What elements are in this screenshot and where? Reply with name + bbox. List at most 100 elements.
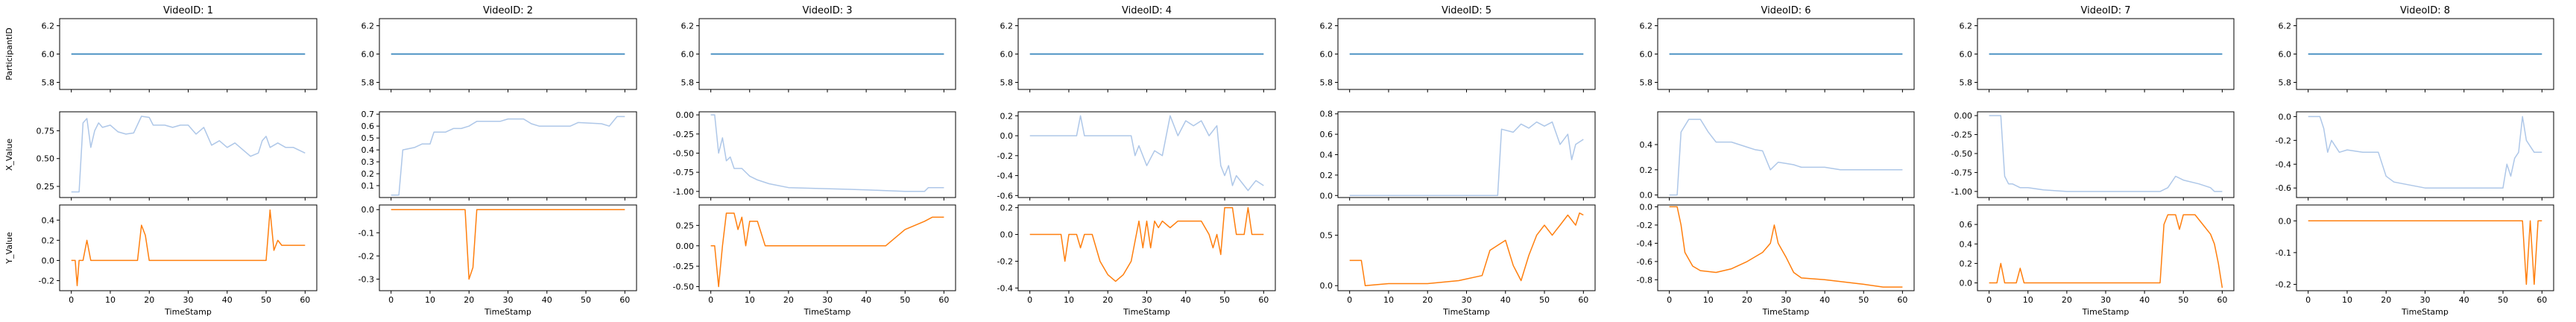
axes-frame [2296,111,2554,198]
y-tick-label: -0.50 [1951,149,1972,159]
x-axis-label: TimeStamp [1123,307,1170,317]
axes-frame [1337,204,1596,291]
y-tick-label: 0.2 [1000,203,1014,213]
x-tick-label: 50 [2498,295,2508,305]
y-tick-label: 0.0 [2279,216,2292,226]
y-tick-label: -0.50 [673,148,694,158]
series-line-x_value [1349,121,1584,197]
x-tick-label: 40 [861,295,871,305]
x-tick-label: 30 [1781,295,1791,305]
y-tick-label: -0.6 [2276,183,2291,193]
axes-frame [698,204,956,291]
x-tick-label: 20 [1742,295,1752,305]
series-line-y_value [710,212,944,288]
x-tick-label: 10 [105,295,116,305]
x-tick-label: 60 [938,295,949,305]
y-tick-label: 0.4 [362,145,375,155]
y-tick-label: 0.0 [1640,202,1653,212]
y-tick-label: -0.2 [2276,280,2291,289]
y-tick-label: -0.6 [997,191,1013,201]
y-tick-label: 0.50 [37,154,55,164]
y-tick-label: 0.25 [676,221,695,230]
y-tick-label: 5.8 [1640,78,1653,88]
axes-frame [1977,204,2235,291]
y-tick-label: 6.0 [1640,50,1653,60]
y-tick-label: 0.2 [1640,165,1653,175]
series-line-y_value [71,209,306,286]
x-tick-label: 20 [464,295,474,305]
y-tick-label: -0.2 [359,251,374,261]
y-tick-label: 0.4 [1640,140,1653,150]
x-axis-label: TimeStamp [2401,307,2449,317]
y-axis-label: X_Value [4,139,14,171]
x-axis-label: TimeStamp [1762,307,1810,317]
series-line-y_value [2308,220,2542,285]
y-tick-label: 0.2 [1000,111,1014,121]
subplot-title: VideoID: 3 [802,5,852,16]
y-tick-label: 0.25 [37,182,55,192]
x-tick-label: 30 [1142,295,1152,305]
y-tick-label: 0.75 [37,126,55,136]
y-axis-label: ParticipantID [4,28,14,80]
x-tick-label: 0 [1667,295,1672,305]
y-tick-label: -0.4 [997,283,1013,293]
y-tick-label: -0.1 [2276,248,2291,258]
y-tick-label: 0.2 [42,236,55,245]
y-tick-label: -0.50 [673,282,694,292]
x-tick-label: 60 [1258,295,1269,305]
y-axis-label: Y_Value [4,232,14,265]
y-tick-label: 0.4 [1960,239,1973,249]
y-tick-label: -0.25 [1951,130,1972,140]
y-tick-label: 6.2 [362,22,375,31]
y-tick-label: 0.0 [1960,279,1973,288]
y-tick-label: -0.2 [1637,221,1652,230]
x-tick-label: 60 [2536,295,2547,305]
y-tick-label: 0.2 [1320,171,1333,180]
y-tick-label: 5.8 [362,78,375,88]
subplot-title: VideoID: 5 [1442,5,1491,16]
subplot-title: VideoID: 1 [163,5,213,16]
x-tick-label: 60 [619,295,630,305]
axes-frame [379,204,637,291]
y-tick-label: 6.0 [42,50,55,60]
x-axis-label: TimeStamp [2082,307,2130,317]
y-tick-label: 6.0 [1320,50,1333,60]
y-tick-label: 5.8 [681,78,695,88]
x-axis-label: TimeStamp [164,307,212,317]
y-tick-label: 0.6 [362,121,375,131]
y-tick-label: 6.2 [42,22,55,31]
series-line-y_value [1349,212,1584,286]
x-tick-label: 50 [2178,295,2188,305]
y-tick-label: 0.5 [362,133,375,143]
y-tick-label: 6.2 [2279,22,2292,31]
y-tick-label: -0.8 [1637,275,1652,285]
x-tick-label: 60 [1578,295,1588,305]
subplot-title: VideoID: 4 [1122,5,1172,16]
x-tick-label: 50 [581,295,591,305]
y-tick-label: 0.4 [42,215,55,225]
y-tick-label: -0.1 [359,228,374,238]
y-tick-label: 0.2 [362,169,375,179]
y-tick-label: 6.2 [681,22,695,31]
x-tick-label: 10 [2342,295,2352,305]
x-tick-label: 50 [1858,295,1869,305]
series-line-x_value [1029,115,1264,192]
x-tick-label: 40 [2139,295,2150,305]
y-tick-label: 5.8 [2279,78,2292,88]
y-tick-label: -0.4 [1637,239,1652,248]
y-tick-label: 6.2 [1000,22,1014,31]
subplot-title: VideoID: 7 [2080,5,2130,16]
y-tick-label: -0.2 [39,276,54,285]
x-axis-label: TimeStamp [1442,307,1490,317]
y-tick-label: 0.6 [1320,130,1333,139]
x-tick-label: 50 [1539,295,1550,305]
x-axis-label: TimeStamp [484,307,531,317]
x-tick-label: 40 [1181,295,1191,305]
y-tick-label: 0.0 [1320,281,1333,291]
x-tick-label: 30 [183,295,194,305]
x-tick-label: 40 [2459,295,2469,305]
series-line-x_value [1989,115,2223,192]
x-tick-label: 50 [261,295,271,305]
y-tick-label: -0.75 [673,168,694,177]
y-tick-label: -1.00 [1951,187,1972,197]
